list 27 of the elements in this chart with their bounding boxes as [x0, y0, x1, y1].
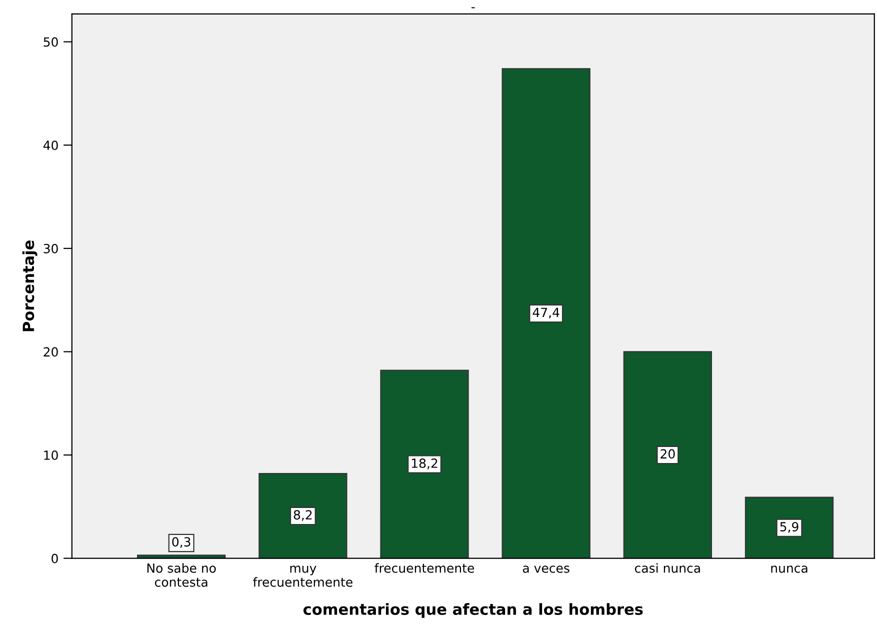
- data-label: 47,4: [532, 308, 560, 318]
- x-tick-label: nunca: [771, 566, 808, 573]
- y-tick-label: 50: [44, 37, 58, 47]
- x-tick-label: frecuentemente: [374, 563, 474, 573]
- data-label: 18,2: [412, 458, 438, 470]
- y-tick-label: 10: [44, 450, 58, 460]
- chart-title: -: [472, 7, 475, 8]
- y-tick-label: 40: [43, 140, 58, 150]
- bar: [380, 370, 469, 558]
- data-label: 5,9: [780, 522, 798, 533]
- x-tick-label: No sabe no contesta: [147, 563, 216, 587]
- bar: [137, 554, 226, 558]
- y-tick-label: 30: [44, 244, 58, 254]
- bar: [502, 68, 590, 558]
- bar: [744, 496, 834, 558]
- x-axis-title: comentarios que afectan a los hombres: [303, 603, 643, 618]
- data-label: 0,3: [172, 537, 190, 548]
- data-label: 20: [660, 449, 675, 459]
- y-axis-title: Porcentaje: [22, 240, 38, 332]
- x-tick-label: muy frecuentemente: [253, 566, 352, 587]
- y-tick-label: 0: [52, 554, 58, 564]
- x-tick-label: a veces: [522, 566, 570, 573]
- y-tick-label: 20: [44, 347, 58, 357]
- x-tick-label: casi nunca: [634, 563, 700, 573]
- bar: [623, 351, 712, 558]
- data-label: 8,2: [294, 510, 312, 521]
- bar: [258, 473, 348, 558]
